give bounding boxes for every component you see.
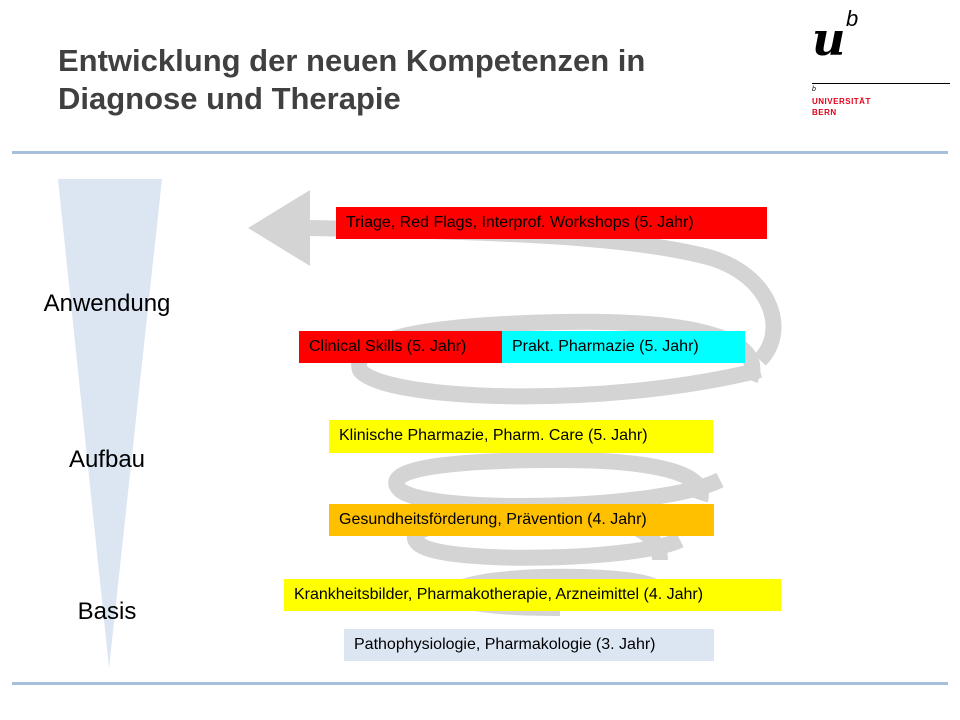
logo-text: UNIVERSITÄT BERN — [812, 96, 871, 118]
arrow-head-icon — [248, 190, 310, 266]
box-clinical-skills: Clinical Skills (5. Jahr) — [299, 331, 502, 363]
logo-divider — [812, 83, 950, 84]
logo-small-b: b — [812, 86, 816, 93]
logo-mark: u — [812, 12, 846, 66]
logo-superscript: b — [846, 6, 859, 31]
level-label-anwendung: Anwendung — [43, 290, 171, 317]
bottom-divider — [12, 682, 948, 685]
logo-name-2: BERN — [812, 108, 837, 117]
logo-name-1: UNIVERSITÄT — [812, 97, 871, 106]
level-label-basis: Basis — [77, 598, 137, 625]
slide-title: Entwicklung der neuen Kompetenzen in Dia… — [58, 42, 645, 118]
title-line-1: Entwicklung der neuen Kompetenzen in — [58, 43, 646, 78]
top-divider — [12, 151, 948, 154]
spiral-arrow — [309, 220, 782, 616]
level-label-aufbau: Aufbau — [68, 446, 146, 473]
box-prakt-pharmazie: Prakt. Pharmazie (5. Jahr) — [502, 331, 745, 363]
box-triage: Triage, Red Flags, Interprof. Workshops … — [336, 207, 767, 239]
box-pathophysiologie: Pathophysiologie, Pharmakologie (3. Jahr… — [344, 629, 714, 661]
title-line-2: Diagnose und Therapie — [58, 81, 401, 116]
box-gesundheitsfoerderung: Gesundheitsförderung, Prävention (4. Jah… — [329, 504, 714, 536]
box-klinische-pharmazie: Klinische Pharmazie, Pharm. Care (5. Jah… — [329, 420, 713, 453]
level-triangle — [58, 179, 162, 668]
box-krankheitsbilder: Krankheitsbilder, Pharmakotherapie, Arzn… — [284, 579, 781, 611]
